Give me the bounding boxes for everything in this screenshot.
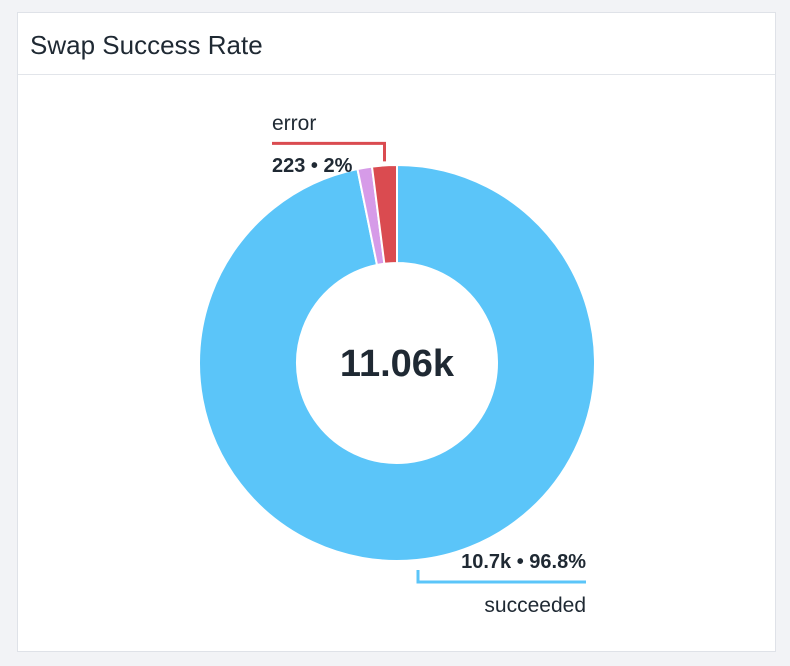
widget-header: Swap Success Rate [18,13,775,75]
callout-name-succeeded: succeeded [484,594,586,617]
callout-name-error: error [272,112,316,135]
callout-line-succeeded [416,570,586,584]
callout-value-error: 223 • 2% [272,155,353,177]
slice-callouts: error 223 • 2% 10.7k • 96.8% succeeded [272,112,586,617]
donut-slice-succeeded[interactable] [198,163,596,562]
donut-slices [198,163,596,562]
callout-value-succeeded: 10.7k • 96.8% [461,551,586,573]
donut-slice-error[interactable] [370,163,398,265]
donut-center-total: 11.06k [340,343,455,385]
callout-line-error [272,141,386,162]
widget-title: Swap Success Rate [30,30,263,60]
